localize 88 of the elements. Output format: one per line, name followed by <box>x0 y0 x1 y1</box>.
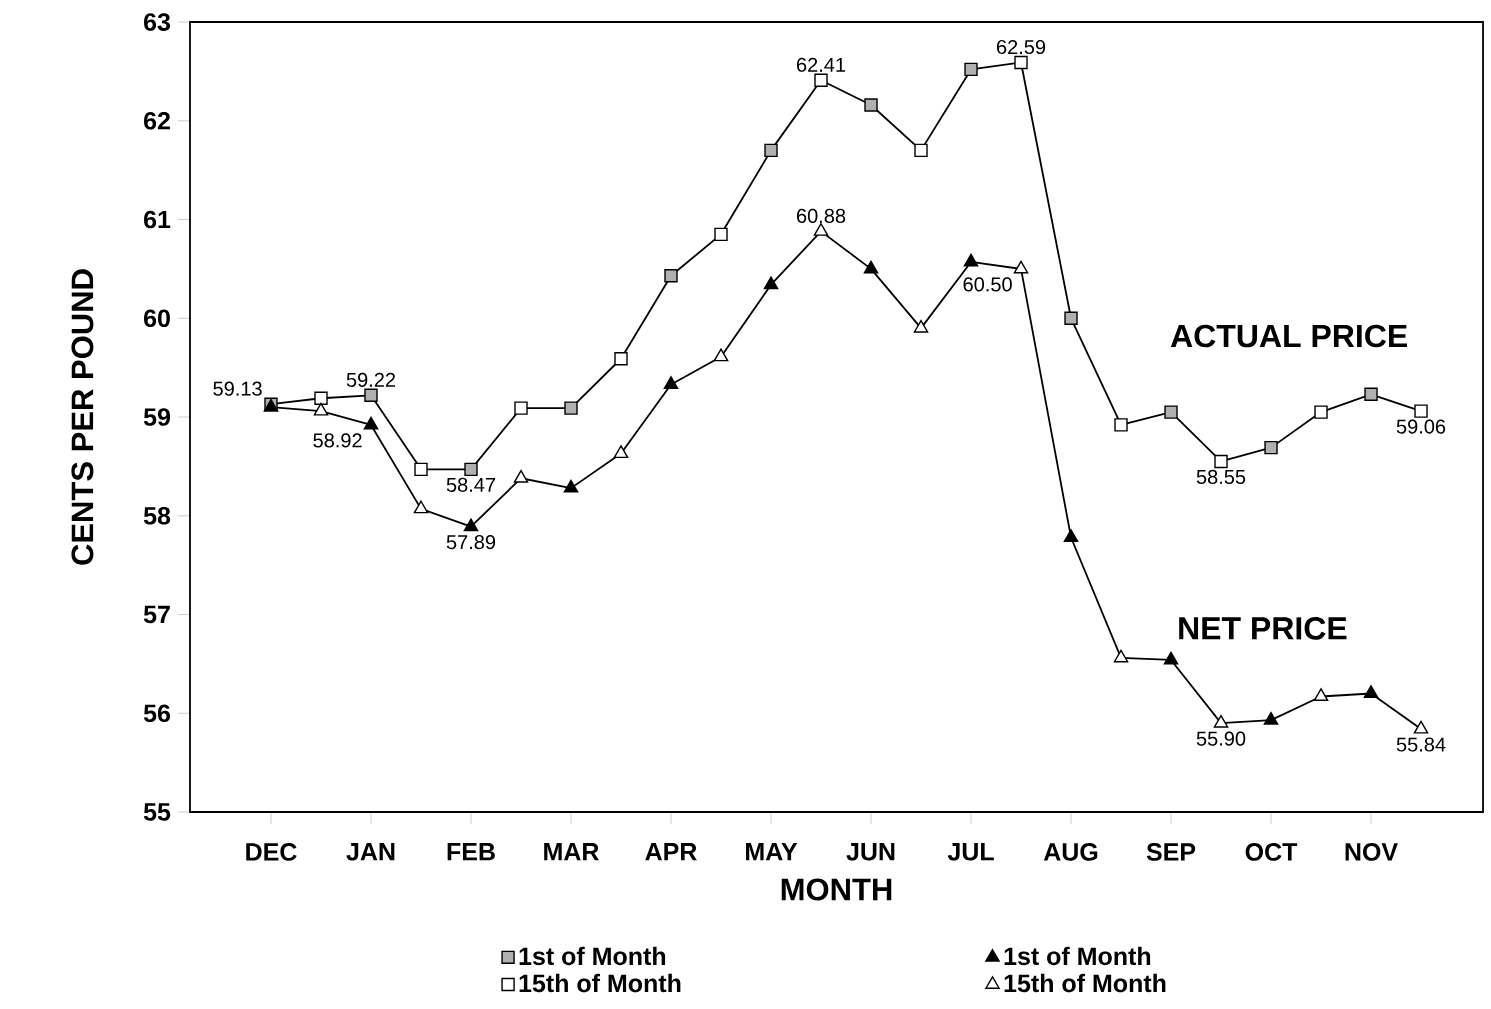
legend-label: 15th of Month <box>519 973 681 993</box>
data-label: 62.41 <box>796 57 846 72</box>
x-tick-label: JUN <box>846 843 895 861</box>
data-label: 60.50 <box>963 277 1012 292</box>
x-tick-label: MAY <box>746 843 798 861</box>
data-label: 58.55 <box>1196 469 1246 485</box>
data-label: 59.06 <box>1396 419 1446 434</box>
point <box>664 269 678 283</box>
point <box>1064 311 1078 325</box>
legend-label: 1st of Month <box>1004 946 1151 966</box>
point <box>763 276 779 290</box>
point <box>364 388 378 402</box>
y-axis-title: CENTS PER POUND <box>71 269 94 565</box>
point <box>313 402 329 416</box>
data-label: 55.84 <box>1396 737 1446 752</box>
y-tick-label: 59 <box>143 408 171 426</box>
point <box>1164 405 1178 419</box>
y-tick-label: 56 <box>143 704 171 723</box>
point <box>1013 260 1029 274</box>
y-tick-label: 61 <box>144 210 171 229</box>
point <box>1163 651 1179 665</box>
point <box>1264 440 1278 455</box>
point <box>864 98 878 112</box>
y-tick-label: 60 <box>144 309 170 328</box>
point <box>964 62 978 77</box>
y-tick-label: 58 <box>143 506 171 525</box>
data-label: 58.92 <box>313 433 362 448</box>
x-tick-label: JAN <box>346 843 395 861</box>
point <box>1213 714 1229 728</box>
legend-label: 15th of Month <box>1004 973 1166 993</box>
point <box>714 227 728 242</box>
x-tick-label: JUL <box>947 843 994 861</box>
point <box>913 319 929 333</box>
point <box>463 518 479 532</box>
point <box>513 469 529 483</box>
data-label: 62.59 <box>996 39 1046 55</box>
point <box>464 462 478 477</box>
point <box>1113 649 1129 663</box>
point <box>963 253 979 267</box>
legend-label: 1st of Month <box>519 946 666 966</box>
point <box>764 143 778 158</box>
point <box>1263 711 1279 725</box>
point <box>813 223 829 236</box>
data-label: 55.90 <box>1196 731 1246 746</box>
point <box>914 143 928 158</box>
x-tick-label: NOV <box>1345 843 1398 861</box>
series-label: ACTUAL PRICE <box>1170 324 1407 348</box>
point <box>1114 418 1128 432</box>
y-tick-label: 55 <box>143 803 171 821</box>
y-tick-label: 63 <box>144 13 171 31</box>
data-label: 57.89 <box>446 535 496 550</box>
point <box>1413 720 1429 734</box>
x-tick-label: MAR <box>544 843 599 861</box>
point <box>713 348 729 362</box>
point <box>1214 454 1228 469</box>
x-tick-label: AUG <box>1043 843 1098 861</box>
point <box>414 462 428 477</box>
point <box>1014 55 1028 70</box>
data-label: 58.47 <box>446 477 496 492</box>
point <box>814 73 828 87</box>
point <box>1363 685 1379 699</box>
data-label: 59.22 <box>346 372 396 387</box>
y-tick-label: 57 <box>143 605 170 624</box>
data-label: 60.88 <box>796 208 846 223</box>
point <box>863 260 879 274</box>
point <box>1063 529 1079 542</box>
point <box>614 352 628 366</box>
series-label: NET PRICE <box>1179 617 1347 640</box>
x-tick-label: APR <box>645 843 697 861</box>
point <box>413 500 429 514</box>
x-tick-label: OCT <box>1245 843 1298 861</box>
point <box>564 401 578 415</box>
y-tick-label: 62 <box>144 111 170 130</box>
data-label: 59.13 <box>213 381 262 396</box>
x-tick-label: DEC <box>246 843 297 861</box>
point <box>314 391 328 405</box>
x-tick-label: FEB <box>447 843 495 861</box>
point <box>1314 405 1328 419</box>
point <box>1364 387 1378 401</box>
point <box>1414 404 1428 418</box>
point <box>563 479 579 493</box>
x-tick-label: SEP <box>1146 843 1196 861</box>
point <box>363 416 379 430</box>
point <box>514 401 528 415</box>
point <box>613 445 629 459</box>
x-axis-title: MONTH <box>781 878 892 901</box>
point <box>1313 688 1329 701</box>
point <box>663 376 679 389</box>
